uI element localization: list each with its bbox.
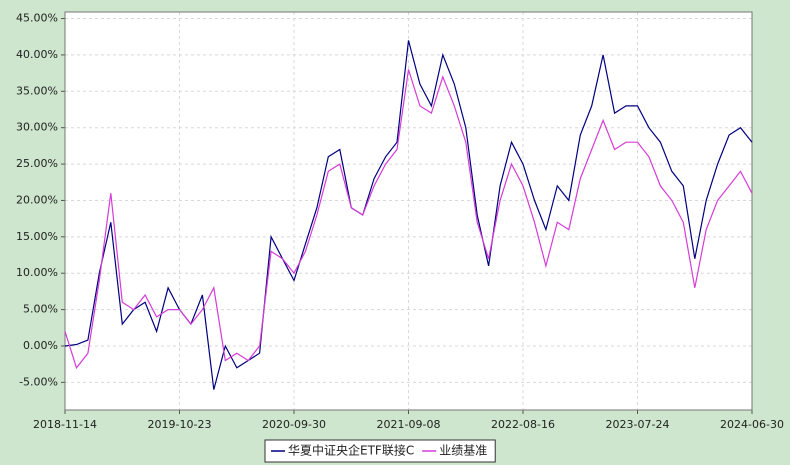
y-tick-label: 10.00% [16, 266, 58, 279]
y-tick-label: 40.00% [16, 48, 58, 61]
legend-label: 华夏中证央企ETF联接C [288, 443, 414, 458]
x-tick-label: 2021-09-08 [377, 418, 441, 431]
legend-label: 业绩基准 [439, 444, 487, 458]
y-tick-label: 0.00% [23, 339, 58, 352]
x-tick-label: 2019-10-23 [148, 418, 212, 431]
y-tick-label: 35.00% [16, 84, 58, 97]
y-tick-label: 25.00% [16, 157, 58, 170]
legend-box [264, 439, 496, 463]
x-tick-label: 2022-08-16 [491, 418, 555, 431]
x-tick-label: 2023-07-24 [606, 418, 670, 431]
y-tick-label: 30.00% [16, 121, 58, 134]
y-tick-label: 15.00% [16, 230, 58, 243]
y-tick-label: 20.00% [16, 193, 58, 206]
x-tick-label: 2018-11-14 [33, 418, 97, 431]
y-tick-label: 45.00% [16, 12, 58, 25]
y-tick-label: -5.00% [19, 375, 58, 388]
x-tick-label: 2024-06-30 [720, 418, 784, 431]
y-tick-label: 5.00% [23, 303, 58, 316]
plot-border [64, 11, 753, 411]
x-tick-label: 2020-09-30 [262, 418, 326, 431]
series-line [64, 69, 753, 370]
